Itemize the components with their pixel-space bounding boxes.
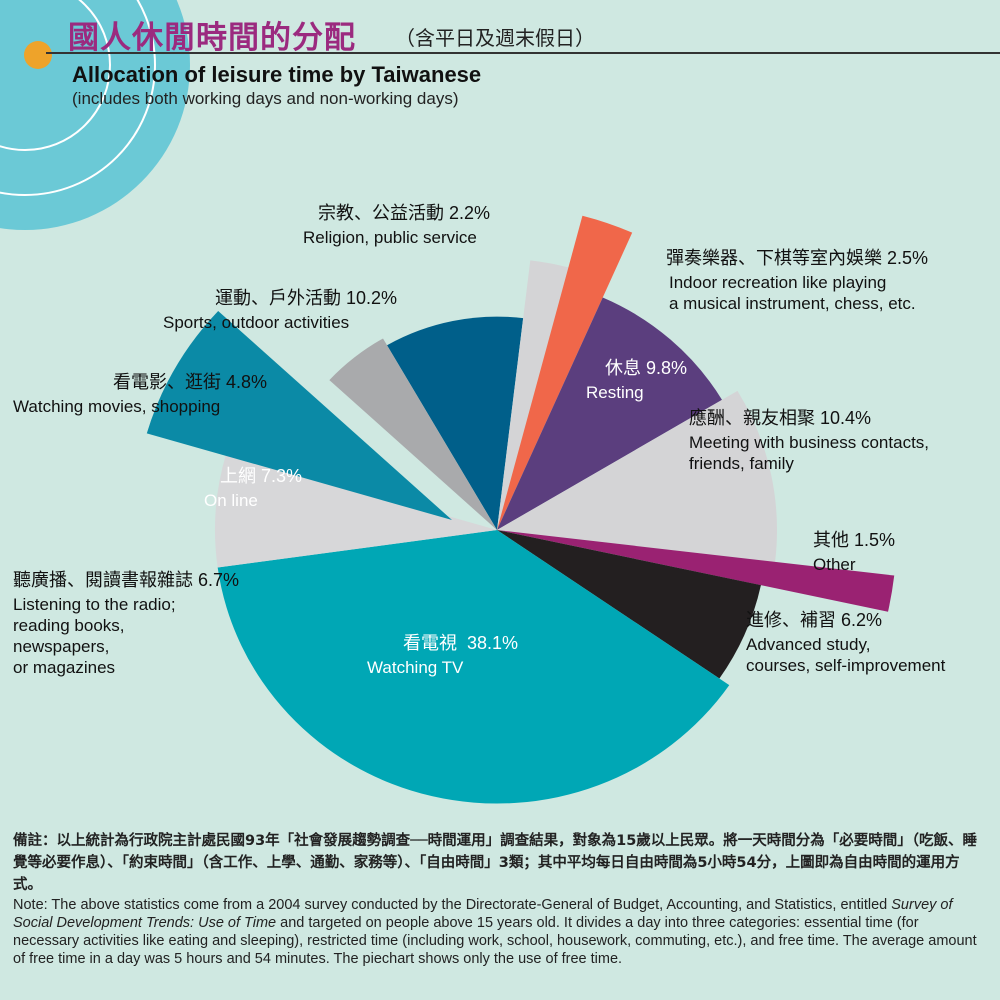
title-en: Allocation of leisure time by Taiwanese xyxy=(72,62,482,87)
pie-slice-meeting xyxy=(497,390,777,562)
label-resting: 休息 9.8% Resting xyxy=(586,358,688,402)
footnote-zh: 備註：以上統計為行政院主計處民國93年「社會發展趨勢調查──時間運用」調查結果，… xyxy=(13,833,978,893)
pie-slice-online xyxy=(146,310,452,520)
subtitle-en: (includes both working days and non-work… xyxy=(72,89,459,108)
pie-slice-indoor xyxy=(497,215,633,530)
title-zh-sub: （含平日及週末假日） xyxy=(395,26,595,50)
pie-slice-reading xyxy=(214,453,497,568)
title-zh: 國人休閒時間的分配 xyxy=(68,20,356,56)
label-watching-tv: 看電視 38.1% Watching TV xyxy=(367,633,519,677)
pie-slice-religion xyxy=(497,260,569,530)
label-movies: 看電影、逛街 4.8% Watching movies, shopping xyxy=(13,372,268,416)
title-rule xyxy=(46,52,1000,54)
label-indoor: 彈奏樂器、下棋等室內娛樂 2.5% Indoor recreation like … xyxy=(666,248,929,313)
footnote-en: Note: The above statistics come from a 2… xyxy=(13,897,977,967)
label-online: 上網 7.3% On line xyxy=(204,466,303,510)
pie-slice-watching-tv xyxy=(217,530,730,804)
pie-slice-other xyxy=(497,530,895,612)
pie-slice-advanced-study xyxy=(497,530,761,679)
pie-slice-resting xyxy=(497,297,723,530)
orange-dot-icon xyxy=(24,41,52,69)
pie-slice-movies xyxy=(329,338,497,530)
label-other: 其他 1.5% Other xyxy=(813,530,896,574)
label-religion: 宗教、公益活動 2.2% Religion, public service xyxy=(303,203,491,247)
footnote: 備註：以上統計為行政院主計處民國93年「社會發展趨勢調查──時間運用」調查結果，… xyxy=(13,830,988,968)
label-advanced-study: 進修、補習 6.2% Advanced study, courses, self-i… xyxy=(746,610,946,675)
label-sports: 運動、戶外活動 10.2% Sports, outdoor activities xyxy=(163,288,398,332)
label-meeting: 應酬、親友相聚 10.4% Meeting with business conta… xyxy=(689,408,930,473)
pie-slice-sports xyxy=(387,316,524,530)
label-reading: 聽廣播、閱讀書報雜誌 6.7% Listening to the radio; re… xyxy=(13,570,240,677)
pie-chart xyxy=(146,215,895,804)
